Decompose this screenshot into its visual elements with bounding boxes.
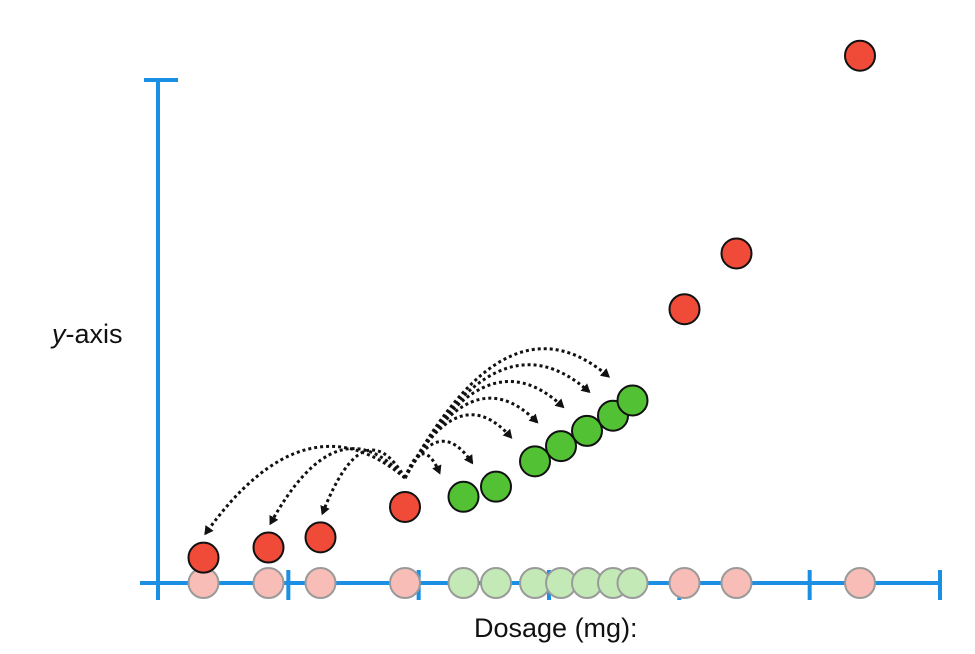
green-data-point [480,470,512,503]
x-axis-label: Dosage (mg): [474,613,638,643]
red-axis-projection-point [252,567,285,599]
red-axis-projection-point [844,567,876,599]
green-axis-projection-point [447,567,480,599]
dotted-arrows [204,347,611,536]
red-data-point [252,531,285,564]
green-data-point [545,430,577,463]
dotted-arrow [204,444,406,536]
dotted-arrow [403,396,539,479]
y-axis-label: y-axis [50,319,123,349]
red-axis-projection-point [389,567,421,599]
red-axis-projection-point [304,567,337,599]
red-axis-projection-point [668,567,701,599]
dotted-arrow [403,413,513,479]
red-axis-projection-point [720,567,753,599]
green-axis-projection-point [480,567,512,599]
red-data-point [844,39,876,72]
green-data-point [519,445,551,478]
dotted-arrow [269,447,407,526]
red-data-point [720,237,753,270]
green-data-point [447,480,480,513]
red-data-point [187,541,220,574]
data-points [187,39,876,574]
red-data-point [668,293,701,326]
green-data-point [571,414,603,447]
y-axis-label-italic: y [50,319,67,349]
green-axis-projection-point [616,567,649,599]
red-data-point [304,521,337,554]
green-data-point [616,384,649,417]
red-data-point [389,490,421,523]
y-axis-label-rest: -axis [66,319,123,349]
axes-group [140,78,942,600]
